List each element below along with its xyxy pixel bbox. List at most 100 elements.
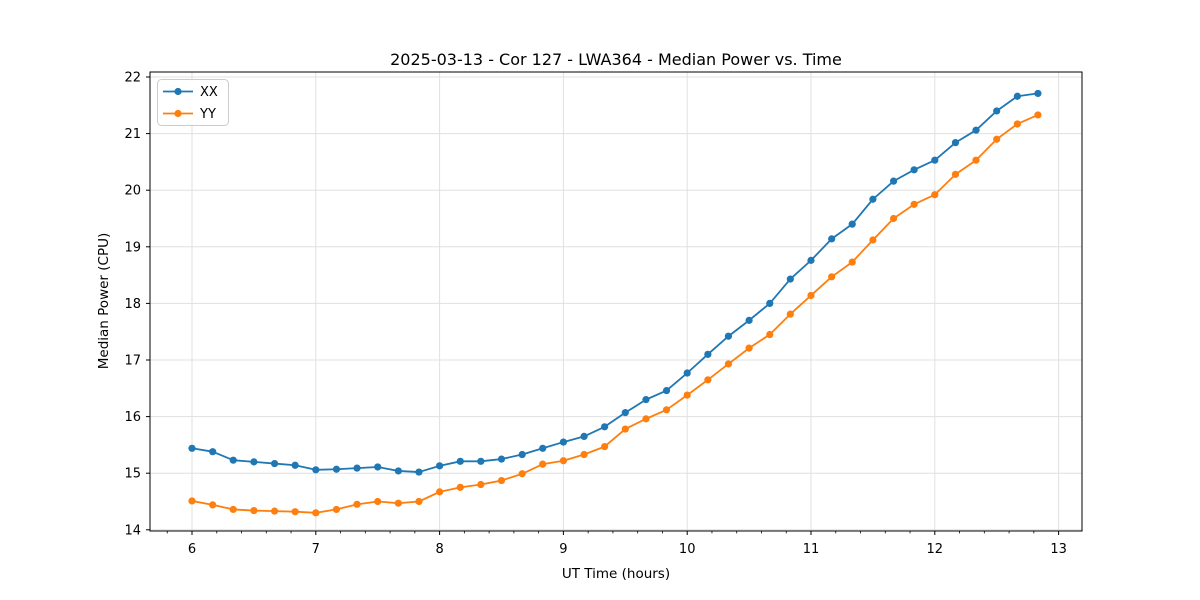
data-point-yy	[312, 509, 320, 517]
data-point-yy	[786, 310, 794, 318]
series-xx	[188, 89, 1042, 476]
legend-label-yy: YY	[199, 107, 216, 122]
data-point-xx	[270, 459, 279, 468]
data-point-xx	[353, 464, 361, 472]
x-tick-label: 13	[1050, 542, 1067, 557]
data-point-yy	[209, 501, 217, 509]
series-line-xx	[191, 92, 1039, 473]
data-point-xx	[539, 444, 547, 452]
grid-layer	[150, 72, 1082, 531]
chart-title: 2025-03-13 - Cor 127 - LWA364 - Median P…	[390, 50, 842, 69]
data-point-yy	[456, 483, 464, 491]
data-point-xx	[889, 177, 898, 185]
legend-sample-marker-yy	[174, 109, 182, 118]
data-point-xx	[250, 458, 258, 466]
data-point-yy	[250, 506, 258, 515]
y-tick-label: 22	[124, 71, 141, 86]
data-point-xx	[910, 166, 918, 174]
data-point-yy	[1013, 120, 1021, 128]
y-tick-label: 17	[124, 354, 141, 369]
data-point-yy	[931, 191, 939, 199]
data-point-yy	[766, 330, 774, 339]
data-point-yy	[869, 236, 877, 244]
plot-border	[149, 71, 1083, 532]
data-point-yy	[951, 170, 960, 178]
x-tick-label: 11	[803, 542, 820, 557]
data-point-yy	[642, 415, 650, 423]
data-point-yy	[848, 258, 856, 266]
data-point-yy	[724, 360, 733, 368]
data-point-xx	[477, 457, 485, 465]
data-point-yy	[539, 460, 547, 468]
data-point-yy	[394, 499, 402, 507]
data-point-xx	[456, 457, 464, 465]
data-point-xx	[704, 350, 712, 358]
data-point-yy	[188, 497, 196, 505]
tick-layer: 6 7 8 9 10 11 12 13 14 15 16 17 18 19 20 21 22	[124, 71, 1066, 558]
data-point-yy	[332, 505, 341, 514]
data-point-xx	[394, 467, 402, 475]
data-point-xx	[518, 450, 526, 459]
data-point-xx	[415, 468, 423, 476]
data-point-yy	[828, 273, 836, 281]
data-point-xx	[993, 107, 1001, 115]
data-point-xx	[312, 466, 320, 474]
x-tick-label: 12	[927, 542, 944, 557]
series-yy	[188, 111, 1042, 517]
data-point-yy	[436, 488, 444, 496]
legend-box	[157, 79, 229, 126]
series-layer	[188, 89, 1042, 517]
data-point-yy	[745, 344, 753, 352]
y-tick-label: 15	[124, 467, 141, 482]
data-point-yy	[270, 507, 279, 515]
series-line-yy	[191, 114, 1039, 514]
data-point-yy	[601, 442, 609, 451]
x-tick-label: 8	[435, 542, 443, 557]
data-point-yy	[807, 291, 815, 300]
y-tick-label: 16	[124, 410, 141, 425]
data-point-xx	[786, 275, 794, 283]
data-point-xx	[580, 432, 588, 441]
y-tick-label: 14	[124, 523, 141, 538]
data-point-xx	[497, 455, 506, 463]
data-point-xx	[188, 444, 196, 452]
data-point-yy	[353, 500, 361, 508]
data-point-xx	[683, 369, 691, 377]
data-point-xx	[209, 448, 217, 456]
data-point-xx	[807, 256, 815, 264]
data-point-yy	[993, 135, 1001, 143]
data-point-xx	[601, 423, 609, 431]
data-point-xx	[559, 438, 568, 446]
y-tick-label: 18	[124, 297, 141, 312]
data-point-xx	[931, 156, 939, 164]
data-point-yy	[621, 425, 629, 433]
data-point-yy	[374, 497, 382, 506]
data-point-xx	[291, 461, 299, 469]
data-point-xx	[745, 316, 753, 324]
legend-label-xx: XX	[200, 85, 218, 100]
data-point-xx	[621, 409, 629, 417]
data-point-yy	[415, 497, 423, 506]
x-tick-label: 9	[559, 542, 567, 557]
data-point-yy	[229, 505, 237, 514]
data-point-xx	[951, 139, 960, 147]
x-tick-label: 10	[679, 542, 696, 557]
data-point-yy	[580, 450, 588, 459]
x-tick-label: 6	[188, 542, 196, 557]
data-point-yy	[518, 470, 526, 478]
data-point-yy	[497, 476, 506, 485]
data-point-yy	[889, 214, 898, 223]
data-point-yy	[910, 200, 918, 208]
data-point-xx	[724, 332, 733, 340]
data-point-xx	[972, 126, 980, 134]
data-point-xx	[332, 465, 341, 473]
data-point-yy	[683, 391, 691, 399]
x-tick-label: 7	[312, 542, 320, 557]
data-point-xx	[1013, 92, 1021, 100]
data-point-xx	[848, 220, 856, 228]
data-point-yy	[291, 508, 299, 516]
y-tick-label: 20	[124, 184, 141, 199]
data-point-yy	[704, 376, 712, 384]
y-tick-label: 19	[124, 240, 141, 255]
